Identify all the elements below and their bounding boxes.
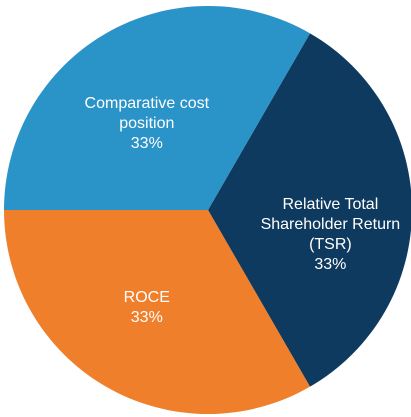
pie-slice [4, 210, 310, 414]
slice-value: 33% [130, 134, 163, 152]
slice-label: Relative Total Shareholder Return (TSR) 3… [255, 195, 405, 275]
slice-name: Comparative cost position [84, 94, 210, 132]
pie-slice [208, 33, 411, 387]
slice-value: 33% [130, 309, 163, 326]
slice-label: Comparative cost position 33% [72, 94, 222, 154]
slice-value: 33% [314, 256, 347, 273]
pie-slice [4, 6, 310, 210]
slice-label: ROCE 33% [72, 288, 222, 328]
slice-name: Relative Total Shareholder Return (TSR) [260, 196, 401, 253]
slice-name: ROCE [123, 289, 170, 306]
